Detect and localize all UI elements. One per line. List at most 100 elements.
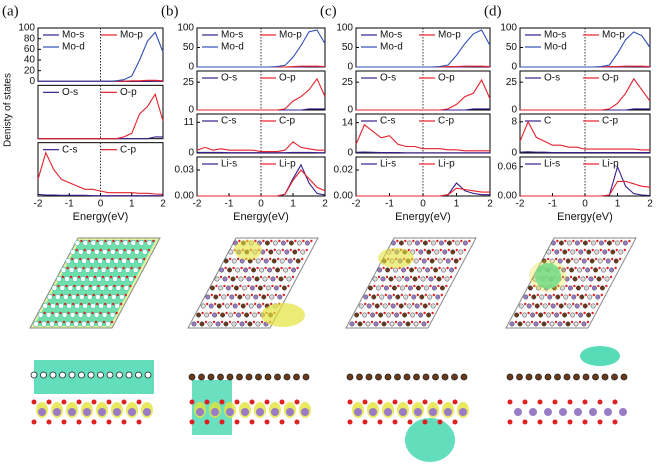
atom-o — [270, 239, 273, 243]
dos-line — [520, 31, 651, 68]
atom — [385, 267, 391, 273]
atom-o — [100, 293, 104, 297]
atom — [215, 321, 221, 327]
atom — [49, 321, 55, 327]
atom-o — [440, 293, 443, 297]
atom-o — [591, 248, 594, 252]
legend-label: Mo-p — [438, 30, 461, 41]
atom — [421, 258, 427, 264]
atom-mo — [354, 408, 362, 416]
atom-o — [436, 302, 439, 306]
atom-o — [570, 320, 574, 324]
atom-o — [589, 284, 592, 288]
atom-o — [417, 275, 421, 279]
atom — [256, 303, 262, 309]
atom-o — [135, 257, 138, 261]
atom-mo — [544, 408, 552, 416]
atom-o — [99, 248, 103, 252]
atom-o — [567, 248, 570, 252]
atom-c — [441, 373, 449, 381]
atom-o — [287, 284, 290, 288]
atom-o — [445, 284, 448, 288]
atom-o — [561, 275, 565, 279]
atom — [585, 267, 591, 273]
atom — [245, 294, 251, 300]
atom-o — [43, 311, 46, 315]
atom — [208, 303, 214, 309]
atom-o — [409, 275, 413, 279]
atom — [229, 294, 235, 300]
atom — [92, 267, 99, 273]
legend-label: C-p — [602, 116, 619, 127]
atom-o — [586, 320, 590, 324]
atom-o — [136, 419, 142, 425]
atom — [538, 312, 544, 318]
atom-o — [392, 399, 398, 405]
atom — [525, 321, 531, 327]
atom — [622, 240, 628, 246]
atom-o — [354, 320, 358, 324]
atom — [586, 249, 592, 255]
atom-o — [578, 320, 582, 324]
atom-o — [551, 248, 554, 252]
y-tick-label: 40 — [24, 55, 36, 66]
atom-c — [403, 373, 411, 381]
atom — [559, 285, 565, 291]
atom — [419, 294, 425, 300]
atom — [94, 294, 101, 300]
atom — [594, 249, 600, 255]
atom — [263, 258, 269, 264]
atom — [366, 303, 372, 309]
atom — [581, 258, 587, 264]
atom — [522, 312, 528, 318]
dos-line — [38, 92, 164, 140]
atom-o — [559, 311, 562, 315]
legend-label: C-p — [120, 144, 137, 155]
legend-label: Mo-p — [602, 30, 625, 41]
atom — [349, 321, 355, 327]
atom — [235, 267, 241, 273]
atom — [354, 312, 360, 318]
atom — [220, 312, 226, 318]
atom-o — [556, 239, 559, 243]
atom-o — [66, 266, 69, 270]
atom — [371, 294, 377, 300]
atom — [280, 240, 286, 246]
atom-c — [30, 371, 38, 379]
atom — [85, 312, 92, 318]
atom — [113, 258, 120, 264]
atom-o — [383, 311, 386, 315]
atom — [97, 321, 103, 327]
atom-o — [104, 239, 107, 243]
atom-o — [75, 311, 78, 315]
x-tick-label: -2 — [34, 199, 43, 210]
atom-o — [82, 266, 85, 270]
atom-o — [91, 419, 97, 425]
atom — [304, 240, 310, 246]
atom — [254, 276, 260, 282]
atom-c — [198, 373, 205, 381]
atom — [418, 312, 424, 318]
atom-o — [297, 248, 300, 252]
atom-o — [418, 320, 422, 324]
atom-o — [536, 293, 539, 297]
x-tick-label: 2 — [647, 199, 653, 210]
atom — [240, 303, 246, 309]
atom-o — [282, 293, 285, 297]
atom — [582, 240, 588, 246]
atom — [107, 285, 114, 291]
y-tick-label: 20 — [24, 65, 36, 76]
atom — [291, 267, 297, 273]
y-tick-label: 0 — [347, 105, 353, 116]
atom — [554, 312, 560, 318]
atom-o — [204, 320, 208, 324]
atom — [395, 294, 401, 300]
legend-label: Mo-p — [279, 30, 302, 41]
atom-o — [605, 284, 608, 288]
atom-o — [557, 284, 560, 288]
atom — [549, 321, 555, 327]
atom-mo — [429, 408, 437, 416]
atom-o — [568, 293, 571, 297]
atom — [453, 258, 459, 264]
atom-o — [419, 257, 422, 261]
